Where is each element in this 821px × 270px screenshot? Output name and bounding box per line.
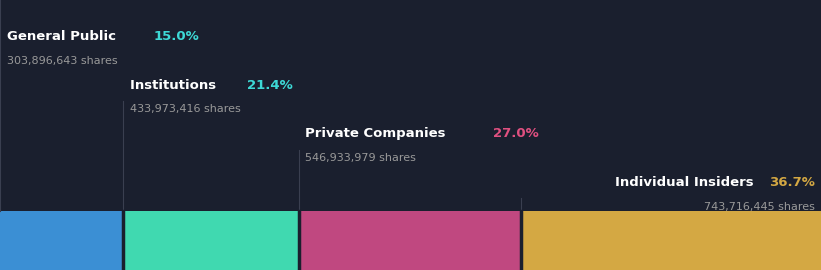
Text: 27.0%: 27.0% [493, 127, 539, 140]
Bar [521, 211, 821, 270]
Text: 21.4%: 21.4% [247, 79, 292, 92]
Text: 303,896,643 shares: 303,896,643 shares [7, 56, 117, 66]
Bar [123, 211, 299, 270]
Text: 15.0%: 15.0% [154, 30, 199, 43]
Text: 546,933,979 shares: 546,933,979 shares [305, 153, 416, 163]
Text: Private Companies: Private Companies [305, 127, 451, 140]
Text: Individual Insiders: Individual Insiders [615, 176, 754, 189]
Text: 433,973,416 shares: 433,973,416 shares [130, 104, 241, 114]
Text: General Public: General Public [7, 30, 120, 43]
Text: 36.7%: 36.7% [769, 176, 815, 189]
Text: 743,716,445 shares: 743,716,445 shares [704, 201, 815, 212]
Text: Institutions: Institutions [130, 79, 221, 92]
Bar [299, 211, 521, 270]
Bar [0, 211, 123, 270]
